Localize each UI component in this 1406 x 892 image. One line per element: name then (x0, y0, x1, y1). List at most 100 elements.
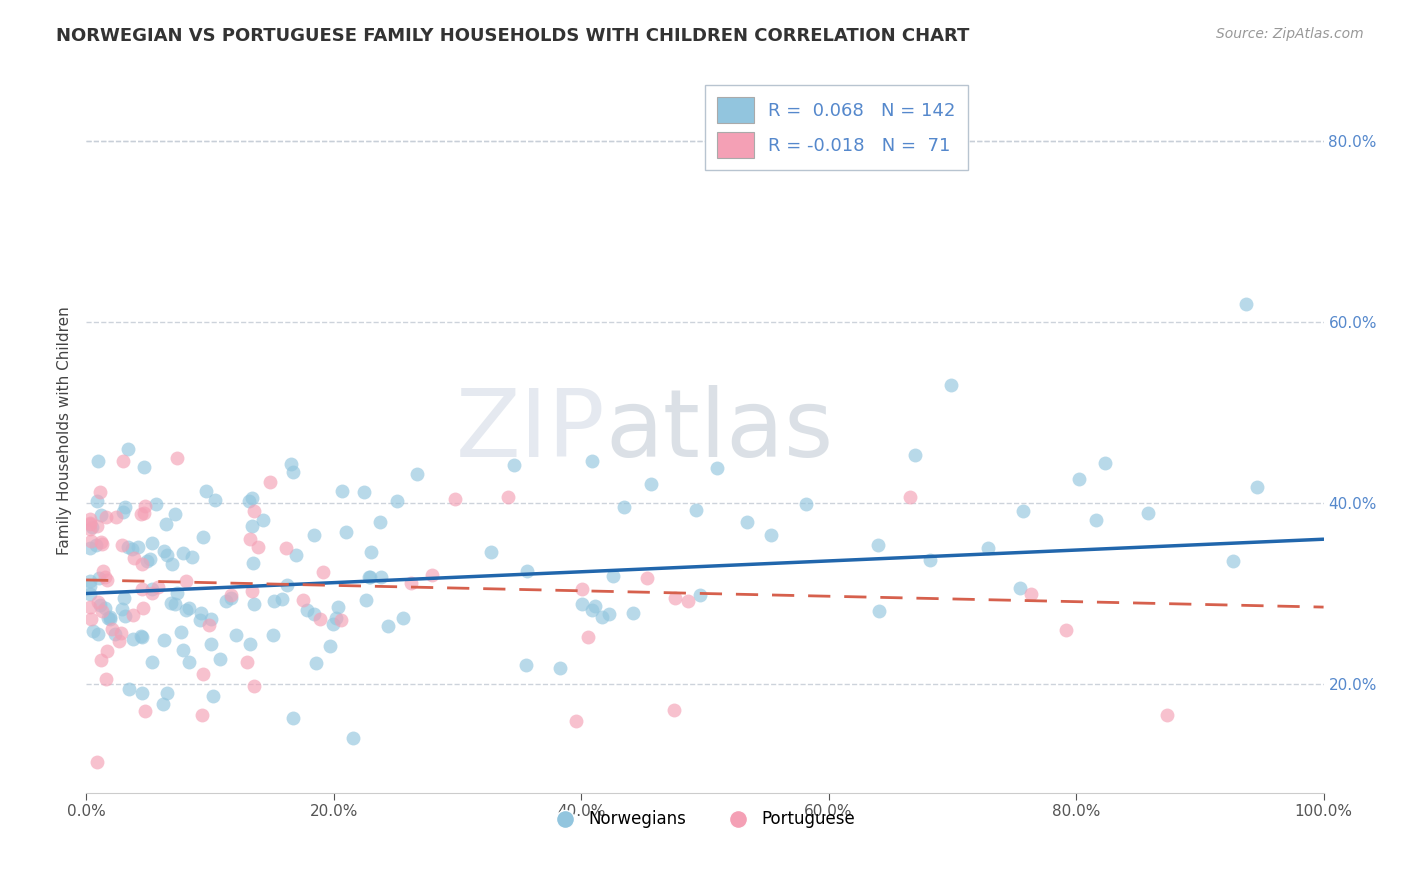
Point (79, 587, 101, 601)
Point (91, 564, 114, 578)
Point (141, 582, 163, 596)
Point (325, 610, 347, 624)
Point (515, 658, 537, 673)
Point (160, 596, 183, 610)
Point (108, 634, 131, 648)
Point (247, 540, 270, 554)
Point (129, 508, 152, 522)
Point (370, 570, 392, 584)
Point (200, 637, 222, 651)
Point (163, 597, 186, 611)
Point (131, 630, 153, 644)
Point (94, 673, 117, 687)
Point (111, 538, 134, 552)
Point (898, 491, 921, 505)
Point (581, 603, 603, 617)
Point (1069, 472, 1091, 486)
Point (160, 557, 183, 571)
Point (868, 603, 890, 617)
Point (280, 458, 302, 472)
Point (209, 651, 232, 665)
Point (145, 497, 167, 511)
Point (391, 611, 413, 625)
Text: ZIP: ZIP (456, 384, 606, 476)
Point (87, 454, 110, 468)
Point (368, 515, 391, 529)
Point (200, 611, 222, 625)
Point (134, 506, 156, 520)
Point (276, 577, 298, 591)
Point (122, 550, 145, 565)
Point (79, 579, 101, 593)
Point (191, 666, 214, 681)
Point (225, 628, 247, 642)
Point (89, 598, 111, 612)
Point (1008, 582, 1031, 596)
Point (135, 554, 157, 568)
Point (302, 607, 325, 621)
Point (243, 679, 266, 693)
Point (79, 574, 101, 589)
Point (98, 610, 121, 624)
Point (1234, 297, 1257, 311)
Point (571, 582, 593, 596)
Text: Source: ZipAtlas.com: Source: ZipAtlas.com (1216, 27, 1364, 41)
Point (304, 528, 326, 542)
Point (166, 585, 188, 599)
Point (96, 574, 118, 588)
Point (121, 542, 143, 557)
Point (177, 600, 200, 615)
Point (328, 600, 350, 615)
Point (111, 505, 134, 519)
Point (342, 731, 364, 745)
Point (79, 516, 101, 531)
Point (621, 606, 644, 620)
Point (174, 602, 197, 616)
Point (80, 612, 103, 626)
Point (571, 597, 593, 611)
Point (548, 660, 571, 674)
Point (918, 553, 941, 567)
Point (219, 588, 242, 602)
Point (86, 494, 108, 508)
Point (242, 556, 264, 570)
Point (180, 550, 202, 565)
Point (236, 656, 259, 670)
Point (219, 591, 242, 605)
Point (735, 515, 758, 529)
Point (202, 690, 225, 704)
Point (1011, 504, 1033, 518)
Point (613, 500, 636, 514)
Point (86, 627, 108, 641)
Point (1094, 457, 1116, 471)
Point (689, 588, 711, 602)
Point (1084, 513, 1107, 527)
Point (131, 582, 153, 596)
Point (243, 503, 266, 517)
Point (640, 477, 662, 491)
Point (156, 686, 179, 700)
Point (1021, 587, 1043, 601)
Point (188, 613, 211, 627)
Point (1054, 623, 1077, 637)
Point (190, 607, 212, 621)
Point (117, 540, 139, 554)
Point (565, 714, 588, 728)
Point (114, 609, 136, 624)
Point (97, 611, 120, 625)
Legend: Norwegians, Portuguese: Norwegians, Portuguese (548, 804, 862, 835)
Point (276, 541, 298, 556)
Point (868, 538, 890, 552)
Point (100, 612, 122, 626)
Point (281, 711, 304, 725)
Point (114, 500, 136, 515)
Point (79, 599, 101, 614)
Point (330, 613, 353, 627)
Point (583, 599, 606, 613)
Point (191, 707, 214, 722)
Point (79, 534, 101, 549)
Point (166, 450, 188, 465)
Point (90, 508, 112, 522)
Point (360, 544, 382, 558)
Point (79, 523, 101, 537)
